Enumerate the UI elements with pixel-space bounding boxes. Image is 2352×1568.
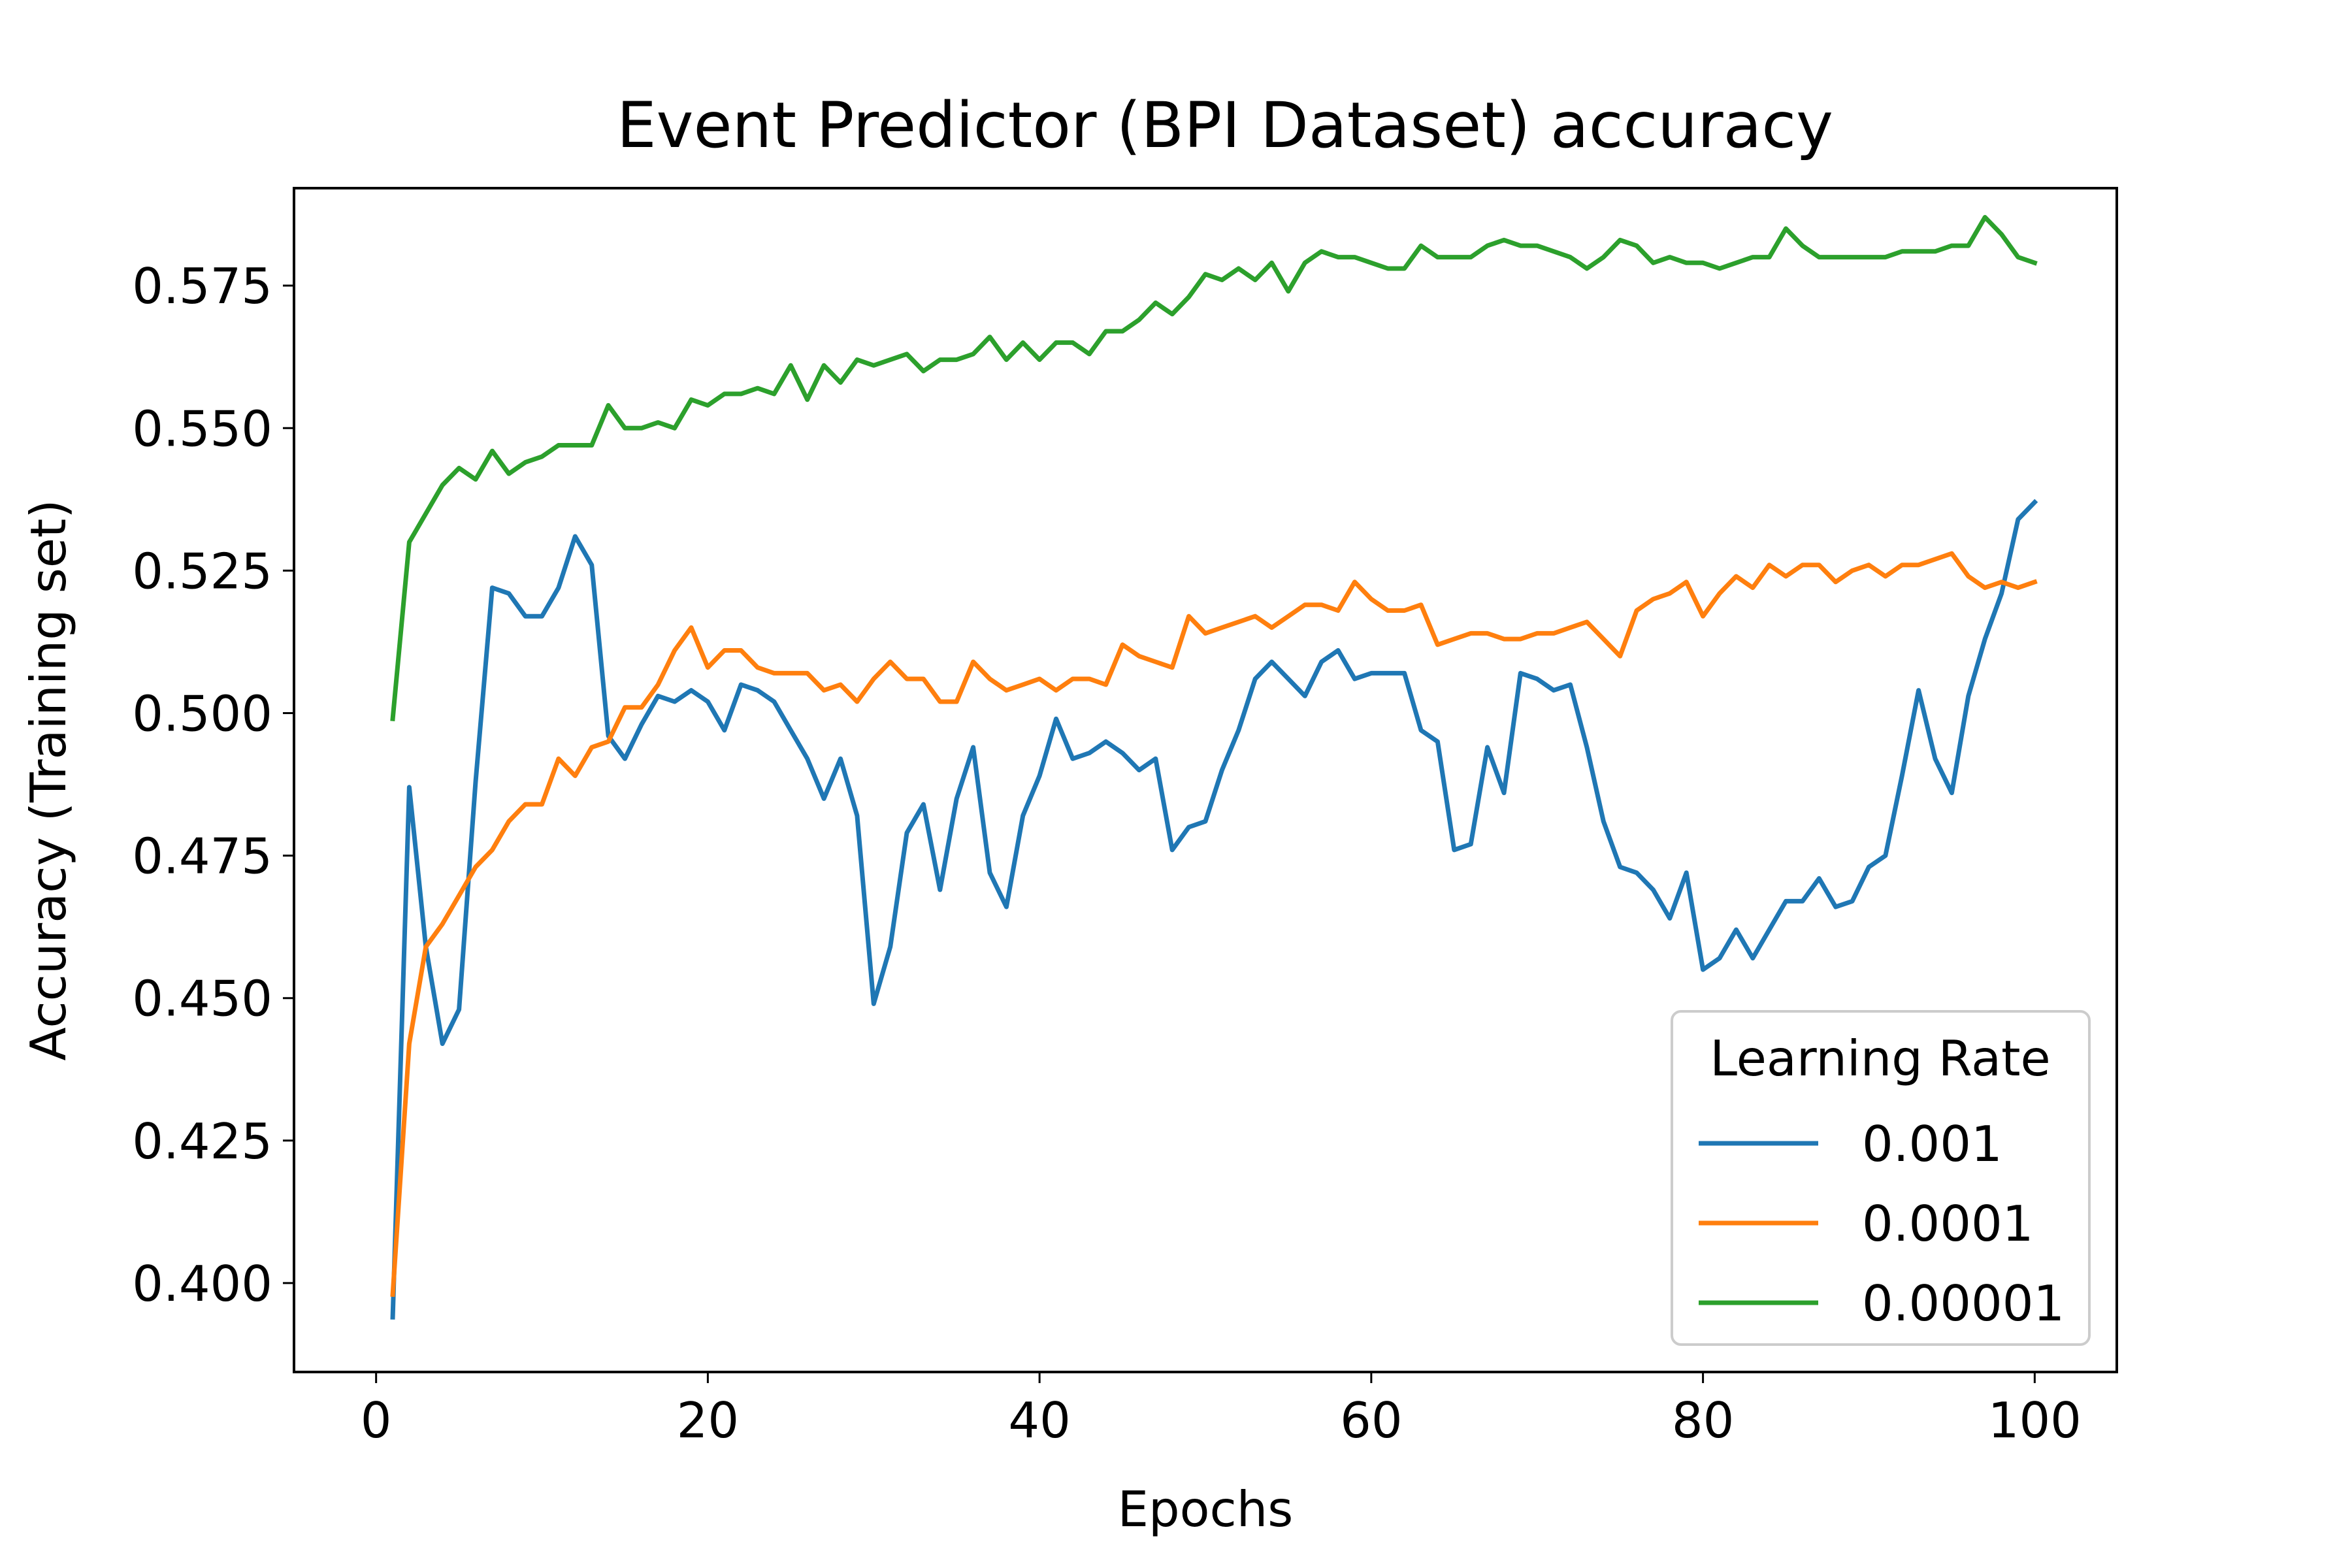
x-axis-label: Epochs [1118,1480,1294,1538]
y-axis-label: Accuracy (Training set) [20,499,77,1060]
chart-title: Event Predictor (BPI Dataset) accuracy [617,89,1833,162]
legend: Learning Rate 0.001 0.0001 0.00001 [1671,1010,2091,1346]
y-tick-label: 0.500 [132,685,272,742]
x-tick-label: 0 [361,1392,392,1449]
x-tick-label: 60 [1340,1392,1402,1449]
legend-title: Learning Rate [1710,1030,2050,1087]
legend-label-2: 0.0001 [1862,1195,2033,1252]
y-tick-label: 0.525 [132,542,272,600]
plot-area-frame [293,187,2118,1373]
y-tick-label: 0.475 [132,828,272,885]
series-layer [390,215,2038,1320]
legend-frame [1671,1010,2091,1346]
x-tick-label: 20 [677,1392,739,1449]
series-line-2 [390,551,2038,1298]
y-axis: 0.400 0.425 0.450 0.475 0.500 0.525 0.550 0.575 [132,257,294,1313]
series-line-1 [390,498,2038,1320]
x-tick-label: 40 [1008,1392,1070,1449]
x-axis: 0 20 40 60 80 100 [361,1372,2082,1449]
series-line-3 [390,215,2038,722]
x-tick-label: 80 [1672,1392,1734,1449]
legend-entries: 0.001 0.0001 0.00001 [1699,1115,2065,1332]
y-tick-label: 0.450 [132,970,272,1028]
legend-label-1: 0.001 [1862,1115,2002,1173]
y-tick-label: 0.575 [132,257,272,315]
x-tick-label: 100 [1988,1392,2082,1449]
y-tick-label: 0.425 [132,1113,272,1170]
y-tick-label: 0.550 [132,400,272,457]
y-tick-label: 0.400 [132,1255,272,1313]
legend-label-3: 0.00001 [1862,1275,2065,1332]
